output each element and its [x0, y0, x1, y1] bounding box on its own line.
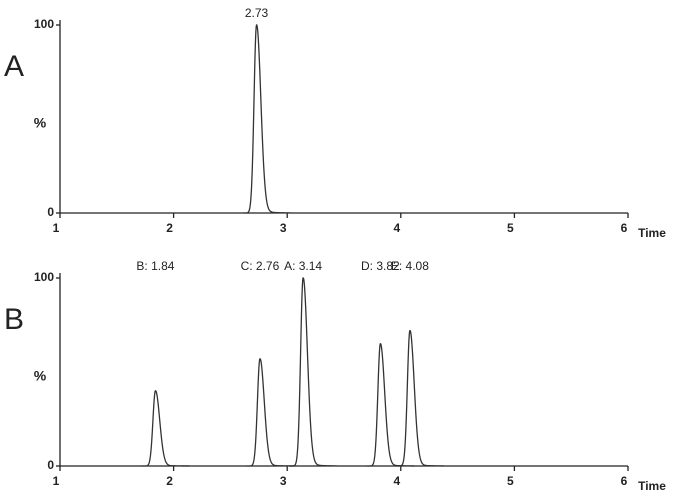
x-axis-label: Time: [638, 479, 666, 493]
y-tick-label: 0: [47, 205, 54, 219]
y-tick-label: 100: [34, 17, 54, 31]
peak: [141, 390, 190, 467]
peak-label: C: 2.76: [241, 259, 280, 273]
peak: [289, 277, 337, 467]
peak-label: B: 1.84: [136, 259, 174, 273]
x-tick-label: 6: [621, 221, 628, 235]
y-tick-label: 0: [47, 458, 54, 472]
x-tick-label: 1: [53, 221, 60, 235]
panel-label: A: [4, 50, 24, 83]
x-tick-label: 6: [621, 474, 628, 488]
x-axis-label: Time: [638, 226, 666, 240]
x-tick-label: 3: [280, 474, 287, 488]
x-tick-label: 3: [280, 221, 287, 235]
panel-label: B: [4, 303, 24, 336]
y-axis-label: %: [34, 368, 47, 384]
x-tick-label: 1: [53, 474, 60, 488]
peak-label: D: 3.82: [361, 259, 400, 273]
y-tick-label: 100: [34, 270, 54, 284]
x-tick-label: 5: [507, 221, 514, 235]
x-tick-label: 5: [507, 474, 514, 488]
peak: [246, 358, 294, 467]
peak-label: E: 4.08: [391, 259, 429, 273]
peak: [396, 329, 444, 467]
x-tick-label: 2: [166, 474, 173, 488]
x-tick-label: 4: [393, 474, 400, 488]
peak: [366, 343, 415, 467]
x-tick-label: 4: [393, 221, 400, 235]
x-tick-label: 2: [166, 221, 173, 235]
peak: [242, 24, 291, 214]
y-axis-label: %: [34, 115, 47, 131]
peak-label: A: 3.14: [284, 259, 322, 273]
peak-label: 2.73: [245, 6, 269, 20]
